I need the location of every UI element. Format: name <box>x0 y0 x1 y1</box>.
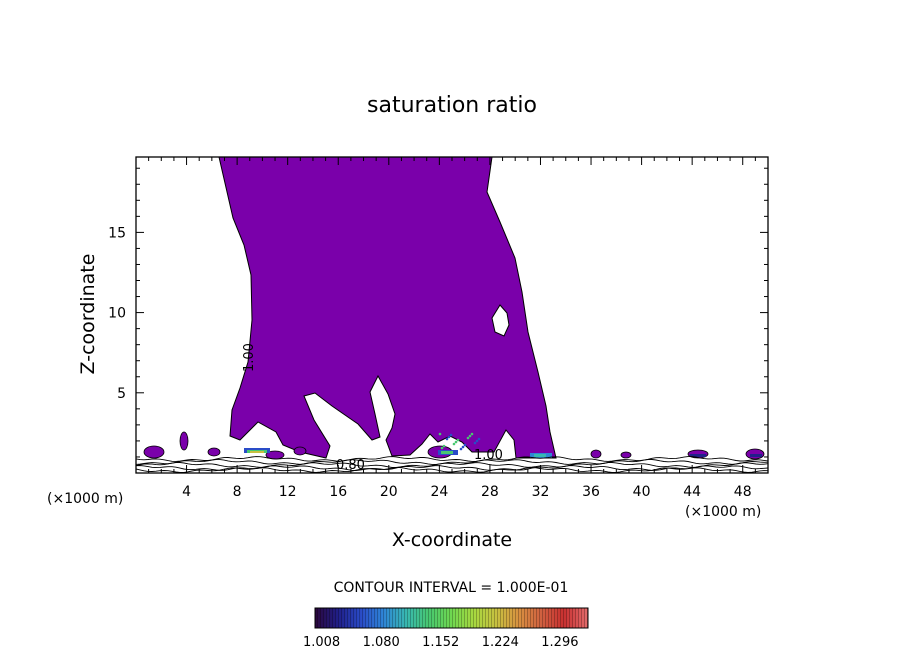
x-axis-title: X-coordinate <box>392 529 512 551</box>
saturation-patch <box>620 451 632 459</box>
colorbar-dividers <box>315 608 588 628</box>
colorbar-tick-label: 1.224 <box>482 635 519 650</box>
x-tick-label: 40 <box>633 484 651 500</box>
high-saturation-bands <box>244 432 762 458</box>
contour-interval-label: CONTOUR INTERVAL = 1.000E-01 <box>334 580 569 596</box>
saturation-speckle <box>452 442 456 446</box>
saturation-speckle <box>463 443 467 447</box>
colorbar-tick-label: 1.080 <box>363 635 400 650</box>
x-tick-label: 44 <box>683 484 701 500</box>
y-axis-title: Z-coordinate <box>77 254 99 375</box>
contour-label-1: 1.00 <box>242 343 257 372</box>
saturation-speckle <box>475 439 479 443</box>
x-tick-label: 28 <box>481 484 499 500</box>
saturation-speckle <box>473 441 477 445</box>
x-tick-label: 36 <box>582 484 600 500</box>
x-tick-label: 4 <box>182 484 191 500</box>
y-tick-label: 5 <box>117 386 126 402</box>
saturation-region <box>218 157 557 459</box>
contour-line <box>136 462 768 468</box>
saturation-speckle <box>447 435 451 439</box>
plot-area <box>136 157 768 473</box>
saturation-speckle <box>442 444 446 448</box>
high-saturation-band <box>441 451 453 454</box>
high-saturation-band <box>690 454 706 457</box>
saturation-speckle <box>477 437 481 441</box>
saturation-patch <box>590 449 602 459</box>
colorbar-tick-label: 1.008 <box>303 635 340 650</box>
contour-line <box>136 459 768 465</box>
saturation-speckle <box>466 436 470 440</box>
x-tick-label: 12 <box>279 484 297 500</box>
saturation-patch <box>293 446 307 456</box>
saturation-speckle <box>470 432 474 436</box>
saturation-hole <box>491 304 510 337</box>
contour-line <box>136 465 768 471</box>
axis-ticks <box>135 157 769 474</box>
saturation-speckle <box>468 434 472 438</box>
x-tick-label: 8 <box>233 484 242 500</box>
high-saturation-band <box>250 451 264 453</box>
saturation-patch <box>207 447 221 457</box>
y-tick-labels: 5 10 15 <box>108 225 126 401</box>
saturation-speckle <box>445 437 449 441</box>
saturation-speckle <box>440 446 444 450</box>
colorbar-frame <box>314 607 589 629</box>
colorbar-tick-label: 1.296 <box>541 635 578 650</box>
high-saturation-band <box>534 454 546 457</box>
saturation-speckle <box>461 445 465 449</box>
x-tick-label: 32 <box>532 484 550 500</box>
x-tick-label: 16 <box>329 484 347 500</box>
saturation-speckle <box>454 440 458 444</box>
saturation-speckle <box>438 432 442 436</box>
x-tick-label: 24 <box>430 484 448 500</box>
colorbar-labels: 1.008 1.080 1.152 1.224 1.296 <box>303 635 579 650</box>
saturation-patch <box>179 431 189 451</box>
x-left-unit-label: (×1000 m) <box>47 491 123 507</box>
x-tick-label: 48 <box>734 484 752 500</box>
x-tick-label: 20 <box>380 484 398 500</box>
colorbar <box>314 607 589 629</box>
x-right-unit-label: (×1000 m) <box>685 504 761 520</box>
contour-label-2: 0.80 <box>336 458 365 473</box>
x-tick-labels: 4 8 12 16 20 24 28 32 36 40 44 48 <box>182 484 752 500</box>
y-tick-label: 15 <box>108 225 126 241</box>
chart-title: saturation ratio <box>367 93 537 118</box>
saturation-speckle <box>449 433 453 437</box>
colorbar-tick-label: 1.152 <box>422 635 459 650</box>
saturation-patch <box>143 445 165 459</box>
contour-label-3: 1.00 <box>474 448 503 463</box>
saturation-speckle <box>459 447 463 451</box>
high-saturation-band <box>750 454 762 457</box>
y-tick-label: 10 <box>108 306 126 322</box>
saturation-speckle <box>456 438 460 442</box>
contour-line <box>136 456 768 462</box>
